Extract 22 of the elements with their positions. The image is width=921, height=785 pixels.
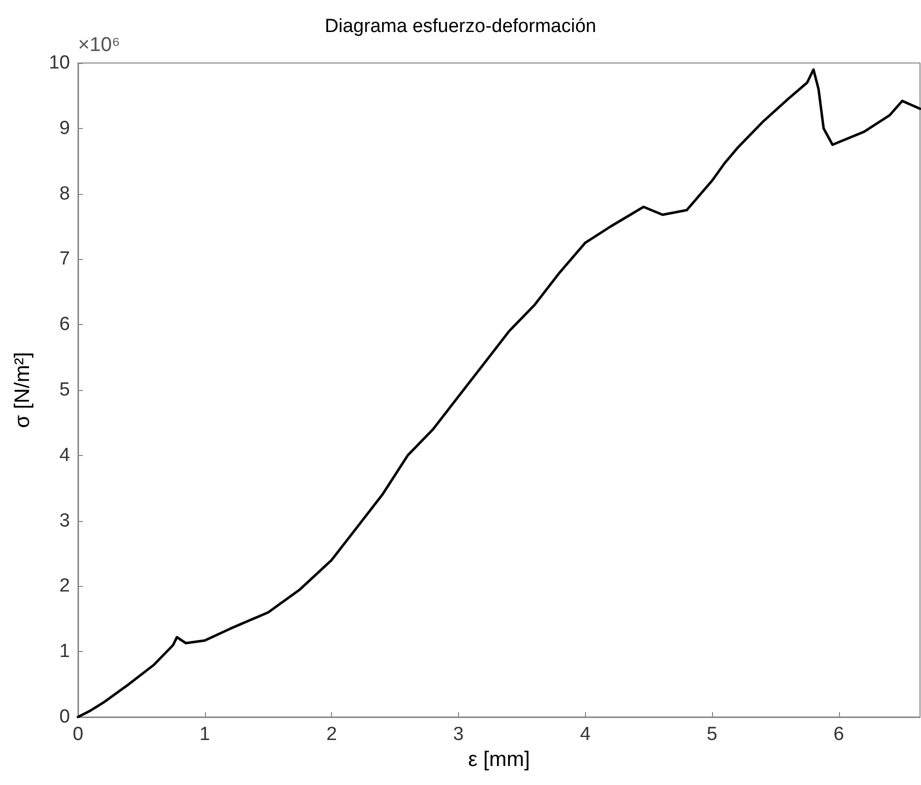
y-tick-label: 0 bbox=[59, 706, 70, 728]
x-tick-label: 2 bbox=[326, 724, 337, 745]
x-tick-label: 1 bbox=[200, 724, 210, 745]
y-tick-label: 1 bbox=[59, 641, 70, 662]
chart-title: Diagrama esfuerzo-deformación bbox=[324, 16, 596, 37]
y-tick-label: 2 bbox=[59, 576, 70, 597]
y-tick-label: 7 bbox=[59, 248, 70, 270]
y-tick-label: 8 bbox=[59, 183, 70, 204]
y-tick-label: 5 bbox=[59, 380, 70, 400]
x-axis-title: ε [mm] bbox=[468, 748, 530, 771]
x-tick-label: 6 bbox=[834, 724, 844, 745]
y-tick-label: 6 bbox=[59, 314, 70, 336]
x-tick-label: 0 bbox=[72, 724, 84, 745]
y-tick-label: 9 bbox=[59, 118, 70, 139]
y-tick-label: 10 bbox=[48, 52, 70, 74]
y-tick-label: 3 bbox=[59, 510, 70, 532]
x-tick-label: 4 bbox=[580, 724, 591, 745]
y-tick-label: 4 bbox=[59, 444, 70, 466]
y-axis-title: σ [N/m²] bbox=[11, 352, 34, 428]
text: ×10⁶ bbox=[78, 34, 120, 56]
x-tick-label: 3 bbox=[453, 724, 464, 745]
x-tick-label: 5 bbox=[706, 724, 718, 745]
